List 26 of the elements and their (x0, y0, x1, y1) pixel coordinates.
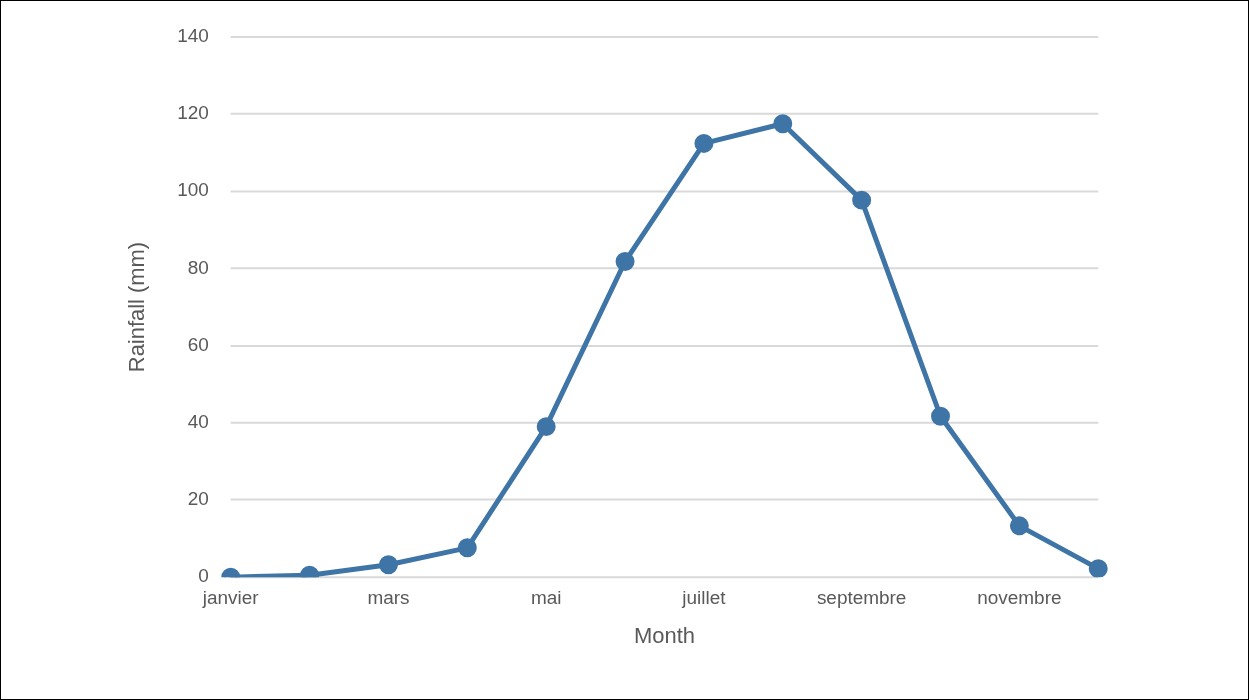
x-tick-label: septembre (816, 586, 907, 608)
y-tick-label: 120 (177, 102, 209, 124)
point (615, 252, 635, 271)
point (1009, 516, 1029, 536)
x-tick-label: mai (530, 586, 562, 608)
point (694, 133, 714, 153)
y-axis-title: Rainfall (mm) (124, 241, 150, 373)
x-tick-label: juillet (681, 586, 727, 608)
y-tick-label: 60 (187, 333, 209, 355)
y-tick-label: 40 (187, 411, 209, 433)
x-tick-label: mars (367, 586, 410, 608)
x-tick-label: janvier (201, 586, 259, 608)
point (536, 417, 556, 437)
y-tick-label: 20 (187, 488, 209, 510)
point (1088, 559, 1108, 578)
y-tick-label: 100 (177, 179, 209, 201)
point (931, 406, 950, 426)
y-tick-label: 0 (198, 565, 209, 587)
point (773, 114, 793, 134)
point (378, 555, 398, 575)
x-tick-label: novembre (977, 586, 1062, 608)
y-tick-label: 140 (177, 25, 209, 47)
y-tick-label: 80 (187, 256, 209, 278)
point (852, 190, 872, 210)
point (457, 538, 477, 558)
x-axis-title: Month (633, 623, 695, 649)
